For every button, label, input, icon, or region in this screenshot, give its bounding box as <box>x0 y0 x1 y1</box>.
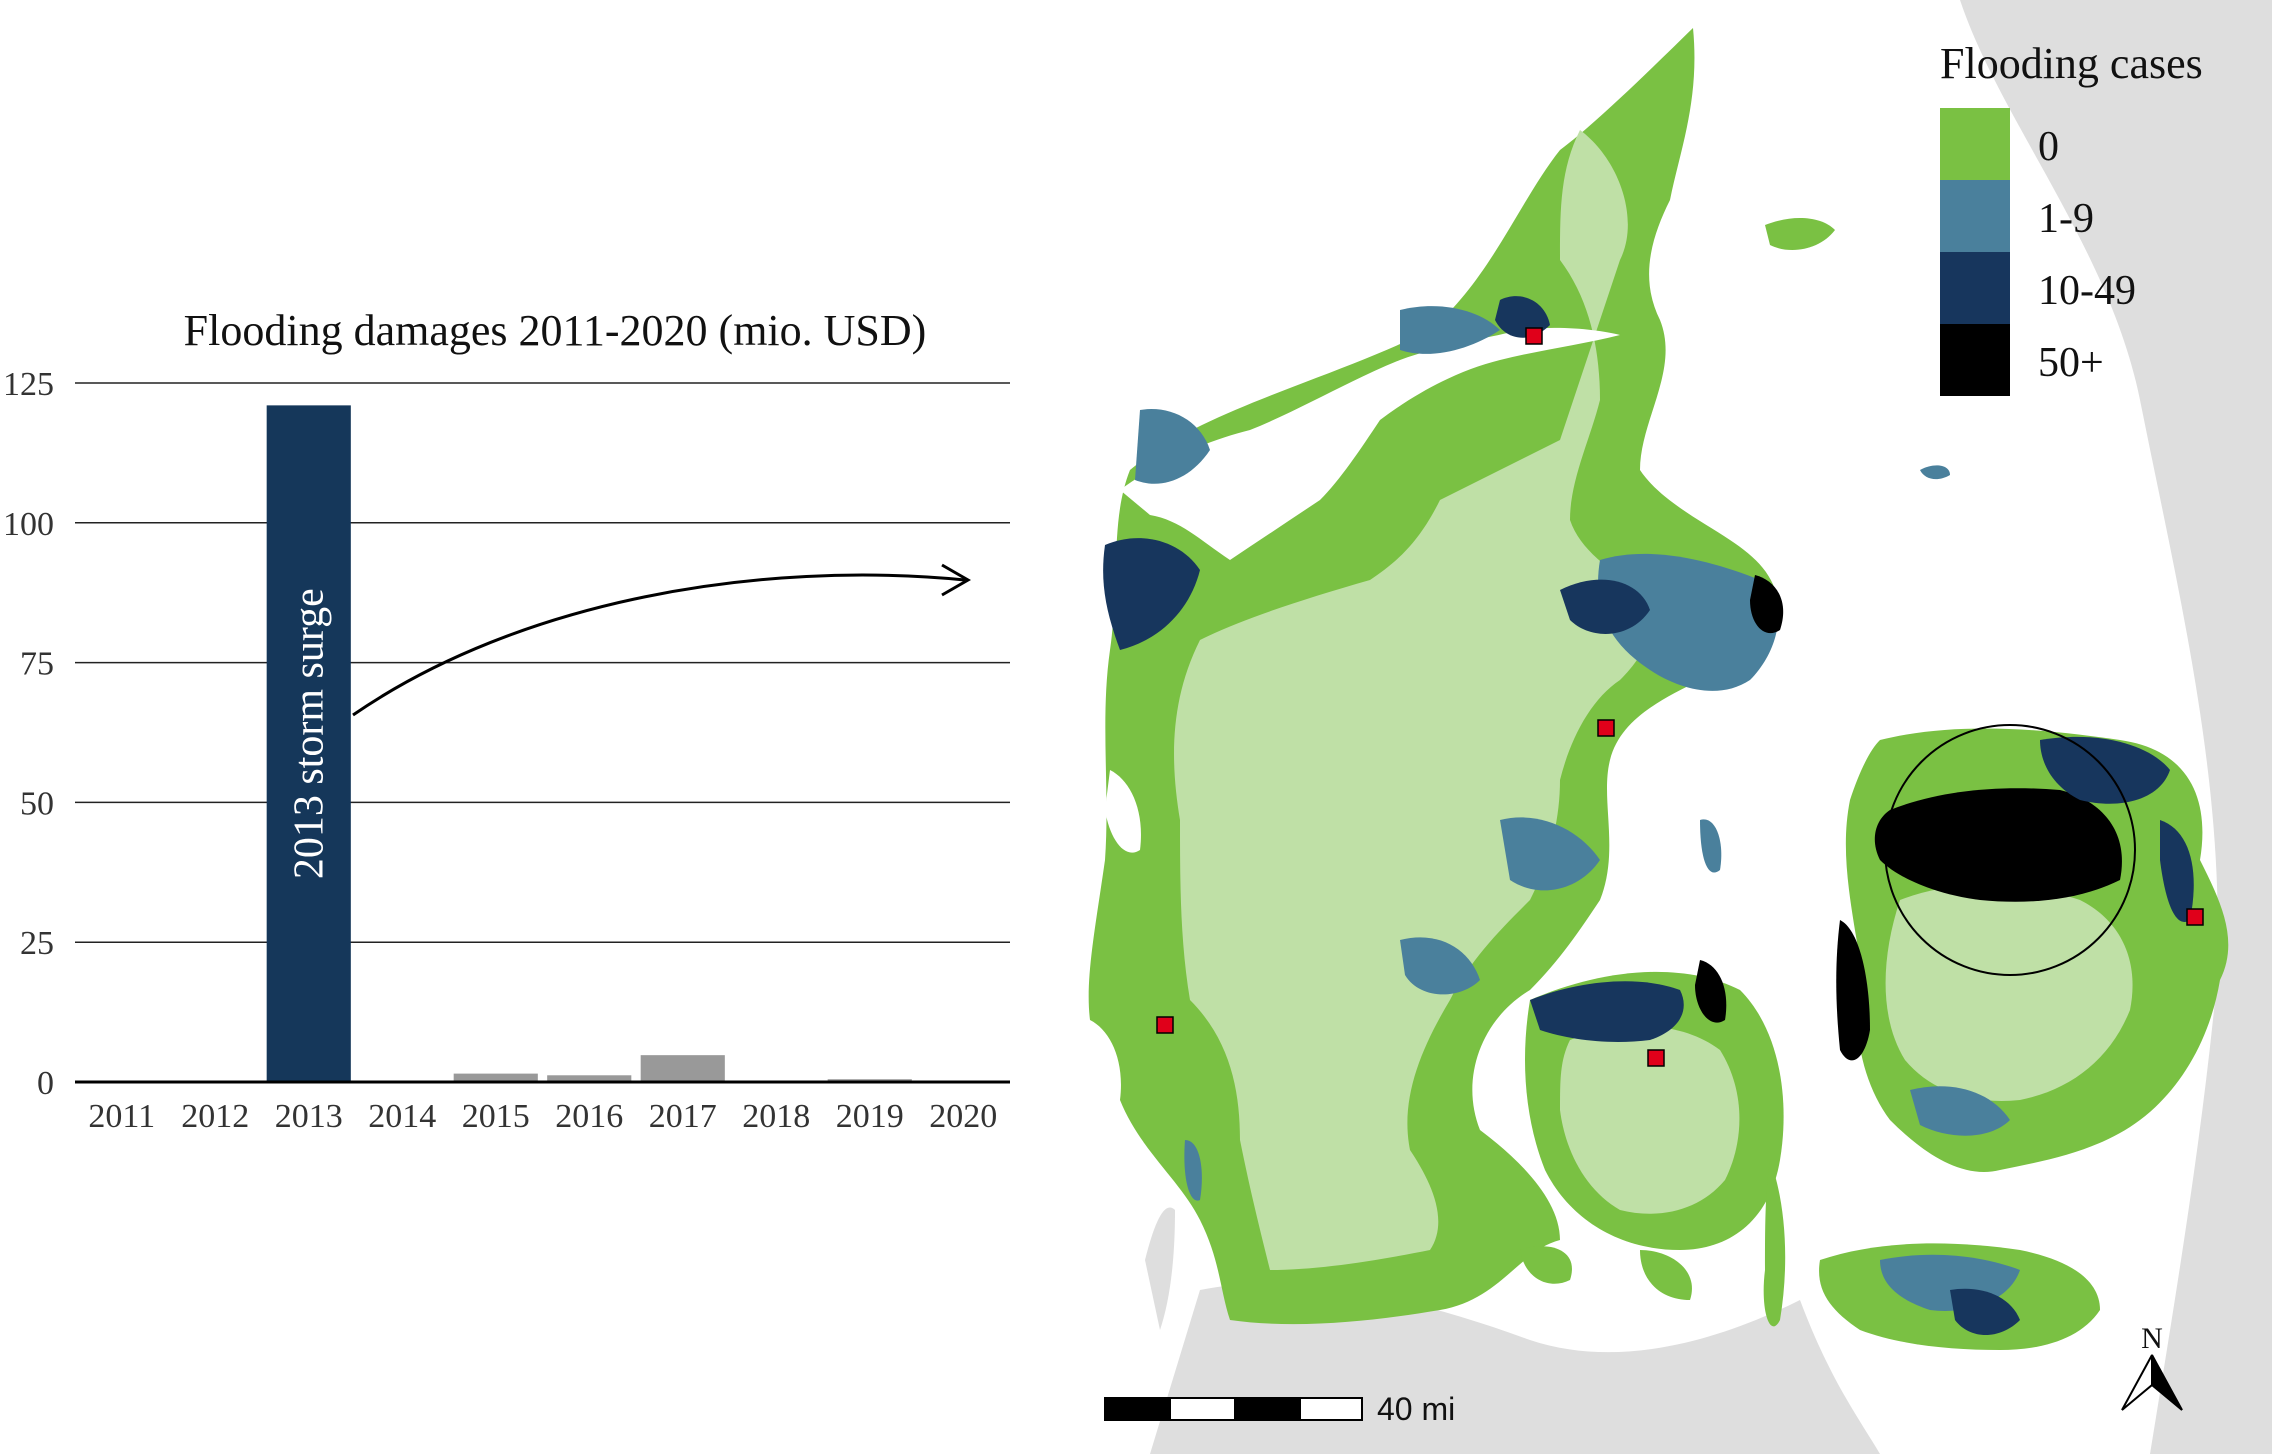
legend-swatch <box>1940 324 2010 396</box>
limfjord-water <box>1120 327 1620 560</box>
aero-island <box>1640 1250 1692 1300</box>
y-tick-label: 100 <box>3 506 54 543</box>
x-tick-label: 2017 <box>649 1098 717 1135</box>
sylt-island <box>1145 1207 1175 1330</box>
legend-swatch <box>1940 108 2010 180</box>
laeso-island <box>1765 218 1835 250</box>
sweden-land <box>1960 0 2272 1454</box>
djursland-area <box>1598 553 1779 691</box>
zealand-dark-area <box>2040 736 2170 804</box>
legend-swatch <box>1940 252 2010 324</box>
arrow-head-icon <box>941 563 972 597</box>
bars <box>266 405 912 1082</box>
annotation-arrow <box>352 573 966 717</box>
west-coast-dark-area <box>1103 538 1200 650</box>
station-marker <box>2186 908 2204 926</box>
y-tick-label: 125 <box>3 366 54 403</box>
north-label: N <box>2141 1322 2163 1355</box>
langeland-island <box>1763 1160 1786 1327</box>
legend-label: 10-49 <box>2038 268 2136 314</box>
bar-2015 <box>453 1073 538 1082</box>
x-tick-label: 2020 <box>929 1098 997 1135</box>
scale-bar-label: 40 mi <box>1377 1391 1455 1427</box>
bar-2016 <box>547 1075 632 1082</box>
station-marker <box>1647 1049 1665 1067</box>
y-tick-label: 50 <box>20 785 54 822</box>
station-marker <box>1525 327 1543 345</box>
funen-dark-area <box>1530 981 1684 1042</box>
funen-interior <box>1560 1026 1740 1214</box>
legend-title: Flooding cases <box>1940 39 2203 88</box>
scale-bar: 40 mi <box>1104 1391 1455 1427</box>
x-tick-label: 2019 <box>836 1098 904 1135</box>
storm-surge-annotation: 2013 storm surge <box>287 588 333 879</box>
y-tick-label: 25 <box>20 925 54 962</box>
samso-island <box>1700 819 1722 873</box>
denmark-map: Flooding cases 0 1-9 10-49 50+ 40 mi N <box>1088 0 2272 1454</box>
fjord-water <box>1105 770 1141 853</box>
y-tick-label: 75 <box>20 646 54 683</box>
copenhagen-dark-area <box>2160 820 2194 922</box>
legend-label: 50+ <box>2038 340 2104 386</box>
x-tick-label: 2011 <box>88 1098 155 1135</box>
jutland-interior <box>1174 130 1651 1270</box>
grid-lines <box>75 382 1010 943</box>
anholt-island <box>1920 465 1950 480</box>
bar-chart: Flooding damages 2011-2020 (mio. USD) 02… <box>3 306 1010 1135</box>
station-marker <box>1597 719 1615 737</box>
chart-title: Flooding damages 2011-2020 (mio. USD) <box>184 306 927 355</box>
zealand-west-black-area <box>1836 920 1870 1061</box>
x-tick-label: 2012 <box>181 1098 249 1135</box>
map-legend: Flooding cases 0 1-9 10-49 50+ <box>1940 39 2203 396</box>
x-tick-label: 2016 <box>555 1098 623 1135</box>
zealand-interior <box>1885 885 2133 1101</box>
y-tick-label: 0 <box>37 1065 54 1102</box>
north-arrow-icon: N <box>2121 1322 2183 1411</box>
djursland-dark-area <box>1560 579 1650 634</box>
lolland-dark-area <box>1950 1288 2020 1335</box>
study-area-circle <box>1884 724 2136 976</box>
bar-2013 <box>266 405 351 1082</box>
x-tick-label: 2013 <box>275 1098 343 1135</box>
east-jutland-blue-area <box>1500 817 1600 891</box>
x-tick-label: 2014 <box>368 1098 436 1135</box>
legend-label: 0 <box>2038 124 2059 170</box>
fano-island <box>1184 1140 1202 1201</box>
zealand-black-area <box>1874 788 2122 902</box>
x-tick-label: 2018 <box>742 1098 810 1135</box>
djursland-black-area <box>1750 575 1784 634</box>
west-coast-blue-area <box>1135 409 1210 484</box>
station-marker <box>1156 1016 1174 1034</box>
y-tick-labels: 0 25 50 75 100 125 <box>3 366 54 1102</box>
funen-black-area <box>1695 960 1727 1023</box>
legend-label: 1-9 <box>2038 196 2094 242</box>
bar-2017 <box>640 1055 725 1082</box>
als-island <box>1520 1246 1572 1284</box>
legend-swatch <box>1940 180 2010 252</box>
south-jutland-blue-area <box>1400 937 1480 995</box>
x-tick-label: 2015 <box>462 1098 530 1135</box>
x-tick-labels: 2011 2012 2013 2014 2015 2016 2017 2018 2019 2020 <box>88 1098 997 1135</box>
limfjord-blue-area <box>1400 306 1500 354</box>
zealand-south-blue-area <box>1910 1086 2010 1136</box>
